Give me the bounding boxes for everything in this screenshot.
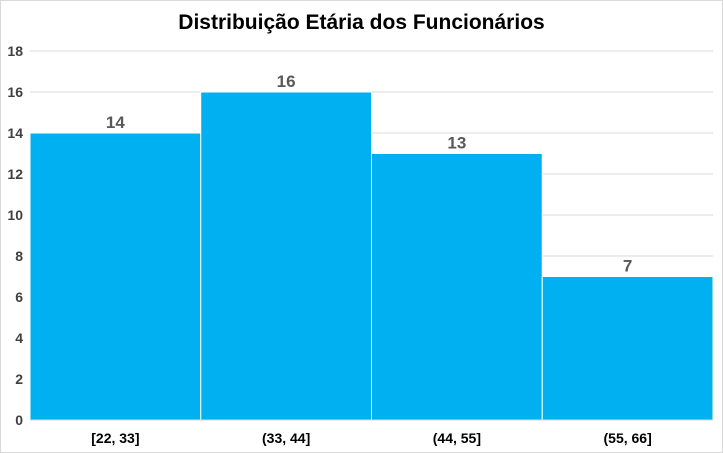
y-tick-label: 14: [7, 125, 23, 141]
y-tick-label: 16: [7, 84, 23, 100]
x-axis-ticks: [22, 33] (33, 44] (44, 55] (55, 66]: [91, 430, 652, 446]
y-tick-label: 18: [7, 43, 23, 59]
data-label: 7: [623, 257, 632, 276]
x-tick-label: [22, 33]: [91, 430, 139, 446]
y-tick-label: 6: [15, 289, 23, 305]
y-tick-label: 0: [15, 412, 23, 428]
x-tick-label: (33, 44]: [262, 430, 310, 446]
y-axis-ticks: 0 2 4 6 8 10 12 14 16 18: [7, 43, 23, 428]
bar: [30, 133, 201, 420]
bar: [372, 154, 543, 421]
y-tick-label: 2: [15, 371, 23, 387]
bar: [201, 92, 372, 420]
data-label: 13: [447, 134, 466, 153]
y-tick-label: 4: [15, 330, 23, 346]
bar: [542, 277, 713, 421]
x-tick-label: (44, 55]: [433, 430, 481, 446]
data-label: 16: [277, 72, 296, 91]
x-tick-label: (55, 66]: [604, 430, 652, 446]
y-tick-label: 8: [15, 248, 23, 264]
y-tick-label: 12: [7, 166, 23, 182]
data-label: 14: [106, 113, 125, 132]
y-tick-label: 10: [7, 207, 23, 223]
